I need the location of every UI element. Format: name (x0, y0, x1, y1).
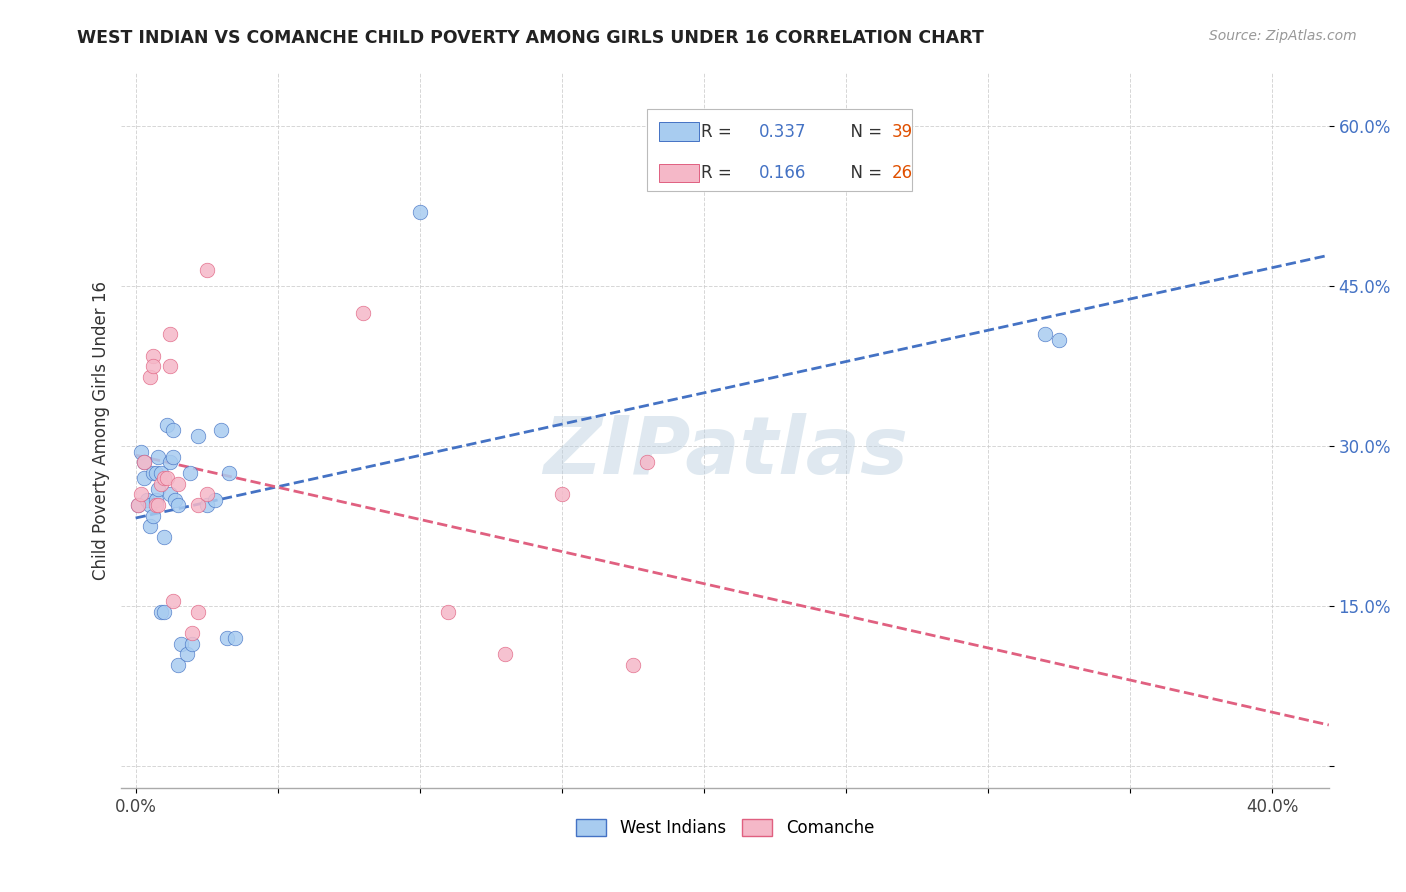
Point (145, 492, 167, 507)
Text: 0.337: 0.337 (759, 123, 807, 141)
Point (352, 306, 374, 320)
Point (153, 471, 176, 485)
Point (1033, 327, 1056, 342)
Point (409, 204, 432, 219)
FancyBboxPatch shape (658, 122, 699, 141)
Point (159, 487, 181, 501)
Text: 26: 26 (891, 164, 912, 182)
Point (139, 370, 162, 384)
Legend: West Indians, Comanche: West Indians, Comanche (569, 813, 880, 844)
Text: 39: 39 (891, 123, 912, 141)
Point (150, 476, 173, 491)
Point (167, 498, 190, 512)
Point (156, 418, 179, 433)
Point (181, 626, 204, 640)
Text: 0.166: 0.166 (759, 164, 806, 182)
Point (162, 424, 184, 438)
Point (195, 263, 218, 277)
Point (167, 658, 190, 673)
Point (131, 487, 153, 501)
Point (181, 637, 204, 651)
Point (167, 476, 190, 491)
Text: WEST INDIAN VS COMANCHE CHILD POVERTY AMONG GIRLS UNDER 16 CORRELATION CHART: WEST INDIAN VS COMANCHE CHILD POVERTY AM… (77, 29, 984, 47)
Point (134, 455, 156, 469)
Point (148, 498, 170, 512)
Point (162, 594, 184, 608)
Point (204, 492, 226, 507)
Point (494, 648, 516, 662)
Point (145, 466, 167, 480)
Point (139, 519, 162, 533)
Point (148, 482, 170, 496)
Point (176, 648, 198, 662)
Point (142, 508, 165, 523)
Point (134, 455, 156, 469)
Point (218, 466, 240, 480)
Point (153, 605, 176, 619)
Point (150, 605, 173, 619)
Point (156, 471, 179, 485)
Text: ZIPatlas: ZIPatlas (543, 413, 908, 491)
Point (148, 450, 170, 464)
Point (127, 498, 149, 512)
Point (621, 658, 644, 673)
Point (142, 466, 165, 480)
Point (127, 498, 149, 512)
Point (170, 637, 193, 651)
Point (139, 498, 162, 512)
Point (209, 424, 232, 438)
Point (551, 487, 574, 501)
Point (195, 498, 218, 512)
Point (437, 605, 460, 619)
Point (159, 455, 181, 469)
Point (1047, 333, 1070, 347)
Point (165, 492, 187, 507)
Point (195, 487, 218, 501)
Point (187, 498, 209, 512)
Text: Source: ZipAtlas.com: Source: ZipAtlas.com (1209, 29, 1357, 44)
Point (134, 471, 156, 485)
Point (131, 444, 153, 458)
Y-axis label: Child Poverty Among Girls Under 16: Child Poverty Among Girls Under 16 (93, 281, 110, 580)
Point (142, 359, 165, 374)
Text: R =: R = (702, 123, 737, 141)
Text: R =: R = (702, 164, 737, 182)
Point (145, 498, 167, 512)
Point (636, 455, 658, 469)
Text: N =: N = (839, 123, 887, 141)
Point (179, 466, 201, 480)
Point (159, 359, 181, 374)
Text: N =: N = (839, 164, 887, 182)
Point (162, 450, 184, 464)
Point (215, 632, 238, 646)
Point (159, 327, 181, 342)
Point (136, 492, 159, 507)
Point (224, 632, 246, 646)
FancyBboxPatch shape (647, 109, 912, 191)
Point (150, 466, 173, 480)
Point (187, 429, 209, 443)
Point (187, 605, 209, 619)
Point (142, 349, 165, 363)
FancyBboxPatch shape (658, 163, 699, 183)
Point (153, 530, 176, 544)
